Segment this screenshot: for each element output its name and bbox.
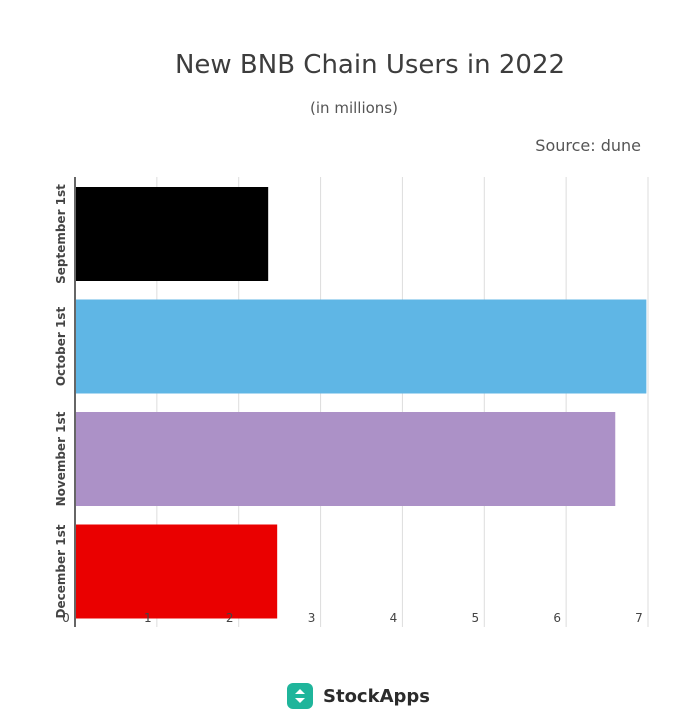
x-tick-label: 7: [635, 611, 643, 625]
chart-source: Source: dune: [535, 136, 641, 155]
x-tick-labels: 0 1 2 3 4 5 6 7: [62, 611, 643, 625]
bar: [76, 187, 269, 281]
x-tick-label: 6: [553, 611, 561, 625]
bar: [76, 524, 278, 619]
x-tick-label: 2: [226, 611, 234, 625]
chart-title: New BNB Chain Users in 2022: [174, 50, 566, 80]
category-label: November 1st: [54, 411, 68, 506]
category-label: December 1st: [54, 524, 68, 618]
chart-subtitle: (in millions): [310, 99, 398, 117]
x-tick-label: 3: [308, 611, 316, 625]
brand-name: StockApps: [323, 685, 430, 707]
stockapps-logo-icon: [287, 683, 313, 709]
x-tick-label: 4: [390, 611, 398, 625]
x-tick-label: 5: [471, 611, 479, 625]
bar: [76, 412, 616, 506]
grid-lines: [156, 177, 649, 627]
category-label: September 1st: [54, 184, 68, 284]
x-tick-label: 0: [62, 611, 70, 625]
category-labels: September 1st October 1st November 1st Dece…: [54, 184, 68, 619]
bar: [76, 299, 647, 394]
brand-footer: StockApps: [287, 682, 430, 710]
category-label: October 1st: [54, 307, 68, 387]
bars: [76, 187, 647, 619]
x-tick-label: 1: [144, 611, 152, 625]
